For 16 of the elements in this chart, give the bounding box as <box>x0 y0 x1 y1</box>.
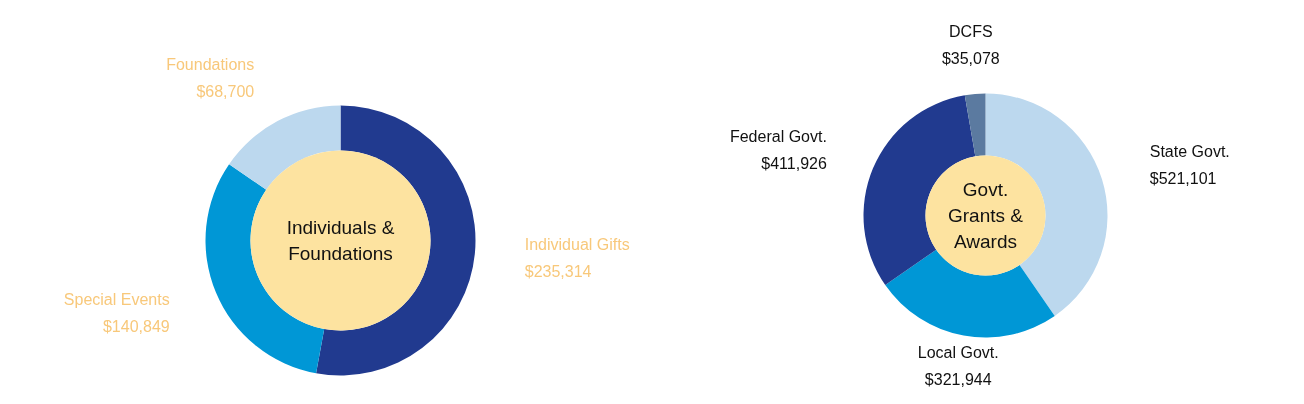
slice-label: Foundations <box>166 55 255 73</box>
slice-label: DCFS <box>949 23 993 41</box>
slice-label: Individual Gifts <box>524 236 630 254</box>
data-label: $68,700 <box>196 82 255 100</box>
data-label: $35,078 <box>941 50 1000 68</box>
text: Individuals & Foundations <box>286 216 395 265</box>
slice-label: Federal Govt. <box>729 128 827 146</box>
data-label: $521,101 <box>1149 170 1217 188</box>
data-label: $321,944 <box>924 371 992 389</box>
slice-label: Special Events <box>63 290 170 308</box>
text: Govt. Grants & Awards <box>948 178 1024 253</box>
data-label: $235,314 <box>524 263 592 281</box>
slice-label: Local Govt. <box>917 344 999 362</box>
data-label: $140,849 <box>102 317 170 335</box>
slice-label: State Govt. <box>1149 143 1230 161</box>
data-label: $411,926 <box>761 155 827 173</box>
